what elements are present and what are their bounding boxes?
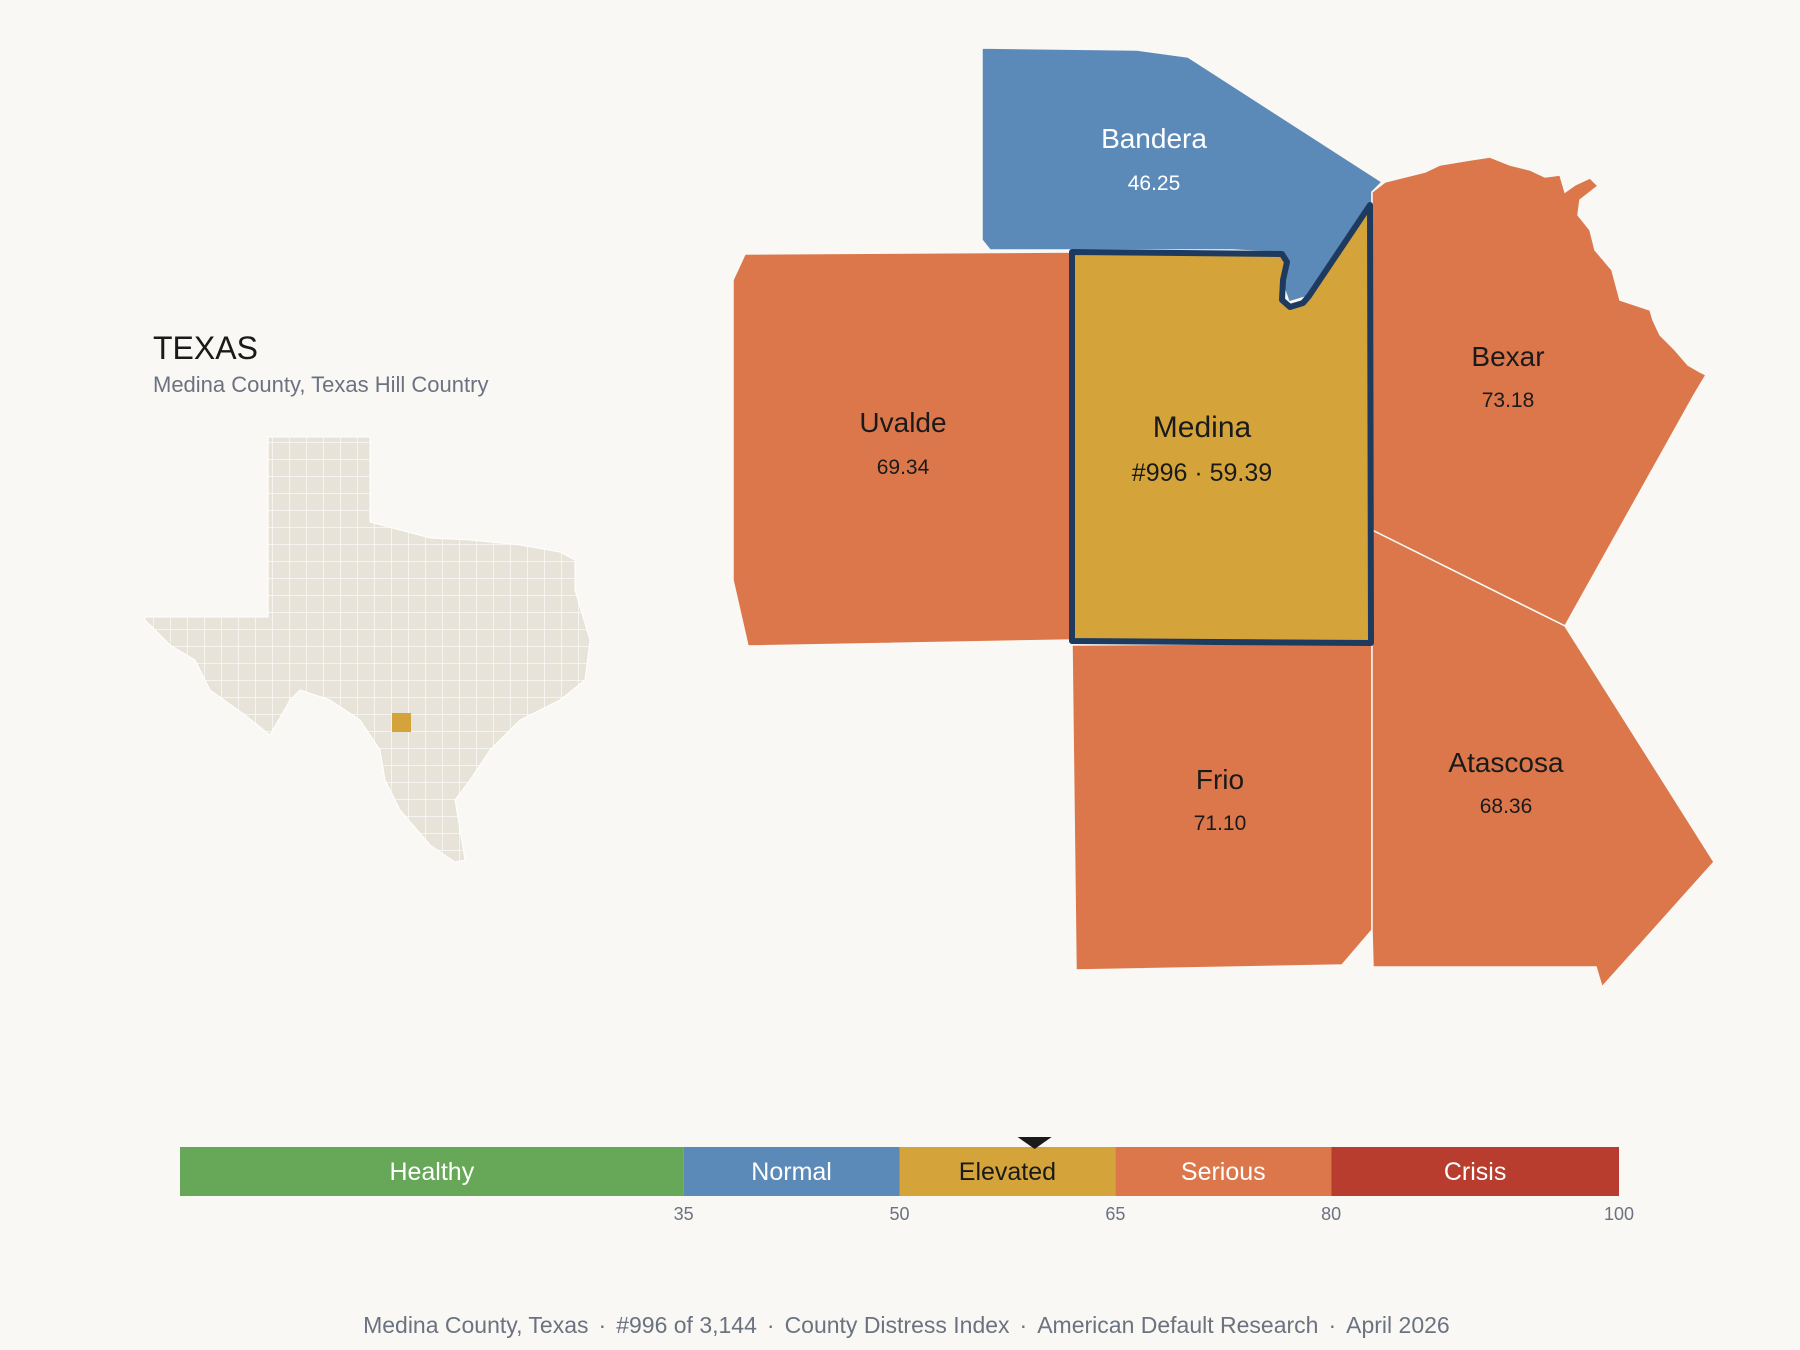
legend-band-label-elevated: Elevated bbox=[959, 1158, 1056, 1186]
county-bexar[interactable] bbox=[1371, 156, 1708, 627]
texas-state-shape bbox=[144, 436, 591, 863]
legend-band-label-healthy: Healthy bbox=[389, 1158, 474, 1186]
county-name-uvalde: Uvalde bbox=[859, 407, 946, 438]
legend-tick-35: 35 bbox=[674, 1204, 694, 1224]
county-value-bandera: 46.25 bbox=[1128, 172, 1181, 195]
county-uvalde[interactable] bbox=[732, 251, 1073, 647]
legend-tick-80: 80 bbox=[1321, 1204, 1341, 1224]
county-value-atascosa: 68.36 bbox=[1480, 795, 1533, 818]
county-value-bexar: 73.18 bbox=[1482, 389, 1535, 412]
footer-rank: #996 of 3,144 bbox=[616, 1312, 757, 1338]
county-name-bandera: Bandera bbox=[1101, 123, 1207, 154]
legend-band-label-crisis: Crisis bbox=[1444, 1158, 1507, 1186]
county-value-medina: #996 · 59.39 bbox=[1132, 459, 1272, 487]
footer-county: Medina County, Texas bbox=[363, 1312, 589, 1338]
legend-band-normal bbox=[683, 1147, 900, 1196]
county-value-uvalde: 69.34 bbox=[877, 456, 930, 479]
texas-inset-medina-highlight bbox=[392, 713, 411, 732]
legend-band-serious bbox=[1115, 1147, 1332, 1196]
county-medina[interactable] bbox=[1069, 202, 1374, 646]
county-name-frio: Frio bbox=[1196, 764, 1244, 795]
inset-state-title: TEXAS bbox=[153, 330, 258, 366]
legend-band-label-serious: Serious bbox=[1181, 1158, 1266, 1186]
legend-band-elevated bbox=[899, 1147, 1116, 1196]
county-bandera[interactable] bbox=[981, 47, 1384, 303]
footer-date: April 2026 bbox=[1346, 1312, 1450, 1338]
footer-index-name: County Distress Index bbox=[784, 1312, 1010, 1338]
legend-band-label-normal: Normal bbox=[751, 1158, 832, 1186]
footer-caption: Medina County, Texas · #996 of 3,144 · Count… bbox=[363, 1312, 1450, 1338]
inset-state-subtitle: Medina County, Texas Hill Country bbox=[153, 372, 489, 397]
county-name-bexar: Bexar bbox=[1471, 341, 1544, 372]
texas-inset-map bbox=[144, 436, 591, 863]
legend-tick-100: 100 bbox=[1604, 1204, 1634, 1224]
legend-band-healthy bbox=[180, 1147, 684, 1196]
legend-band-crisis bbox=[1331, 1147, 1619, 1196]
legend-tick-50: 50 bbox=[889, 1204, 909, 1224]
county-atascosa[interactable] bbox=[1371, 528, 1715, 989]
footer-source: American Default Research bbox=[1037, 1312, 1319, 1338]
county-name-medina: Medina bbox=[1153, 411, 1252, 444]
legend-tick-65: 65 bbox=[1105, 1204, 1125, 1224]
county-name-atascosa: Atascosa bbox=[1448, 747, 1564, 778]
county-frio[interactable] bbox=[1071, 642, 1373, 971]
distress-scale-legend: Healthy Normal Elevated Serious Crisis 35 50 65… bbox=[180, 1137, 1634, 1224]
county-value-frio: 71.10 bbox=[1194, 812, 1247, 835]
legend-marker bbox=[1017, 1137, 1052, 1149]
